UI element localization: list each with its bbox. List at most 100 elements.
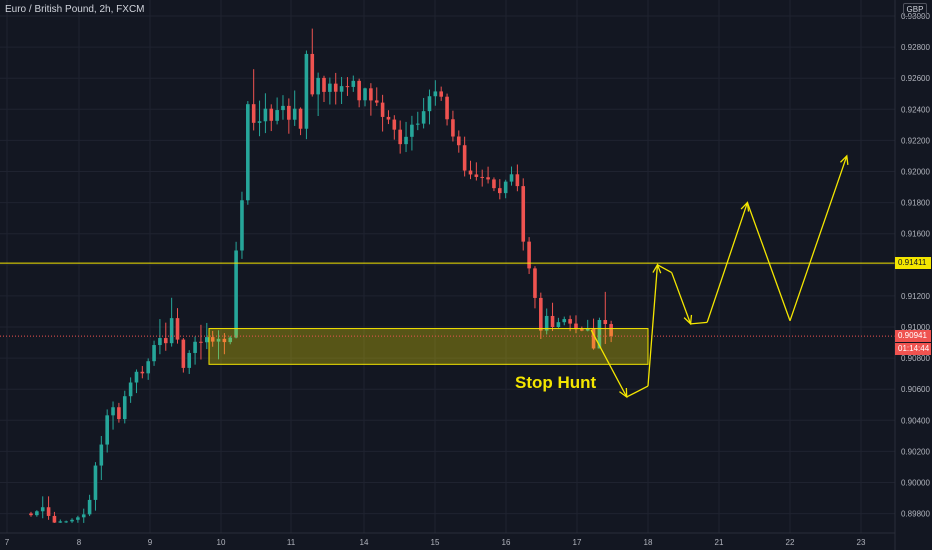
candle-body — [421, 111, 426, 124]
candle-body — [527, 241, 531, 269]
candle-body — [533, 268, 537, 298]
candle — [40, 496, 45, 519]
drawing-overlay — [0, 154, 895, 399]
candle — [240, 191, 244, 259]
price-tick-label: 0.89800 — [901, 510, 930, 519]
time-tick-label: 10 — [217, 538, 226, 547]
candle — [480, 169, 485, 187]
bar-countdown-tag: 01:14:44 — [895, 343, 931, 356]
time-tick-label: 11 — [287, 538, 296, 547]
candle-body — [580, 329, 584, 331]
candle-body — [433, 91, 438, 97]
candle-body — [345, 86, 350, 88]
time-tick-label: 16 — [502, 538, 511, 547]
time-tick-label: 18 — [644, 538, 653, 547]
candle — [52, 511, 57, 523]
candle — [544, 308, 549, 335]
candle-body — [64, 521, 68, 523]
candle-body — [369, 88, 373, 101]
candle-body — [550, 315, 555, 327]
candle — [152, 340, 156, 366]
candle-body — [585, 328, 590, 331]
candle-body — [298, 108, 303, 129]
candle-body — [544, 315, 549, 331]
candle-body — [58, 521, 63, 523]
candle — [187, 350, 192, 374]
candle — [234, 241, 238, 339]
candle-body — [374, 100, 379, 103]
price-tick-label: 0.92000 — [901, 168, 930, 177]
candle — [374, 87, 379, 107]
candle — [492, 177, 496, 192]
candle — [169, 297, 174, 347]
candle — [298, 107, 303, 136]
candle — [46, 496, 51, 520]
candle — [70, 518, 74, 523]
candle-body — [128, 382, 133, 397]
candle — [451, 110, 455, 142]
candle-body — [263, 108, 268, 122]
candle — [128, 377, 133, 403]
currency-badge[interactable]: GBP — [903, 3, 927, 17]
candle-body — [105, 415, 109, 445]
price-tick-label: 0.90000 — [901, 479, 930, 488]
candle-body — [445, 96, 449, 120]
candle-body — [275, 110, 279, 121]
candle — [246, 101, 250, 205]
candle — [117, 402, 121, 423]
candle-body — [597, 320, 602, 349]
candle-body — [181, 339, 186, 368]
candle-body — [304, 53, 309, 129]
candle-body — [474, 174, 479, 177]
candle-body — [222, 338, 227, 343]
candle — [275, 97, 279, 125]
price-tick-label: 0.91600 — [901, 230, 930, 239]
candle — [380, 94, 385, 132]
candle — [609, 320, 613, 343]
candle-body — [339, 86, 344, 92]
candle-body — [228, 337, 233, 343]
price-tick-label: 0.92800 — [901, 43, 930, 52]
candle-body — [568, 319, 572, 324]
candle — [550, 302, 555, 332]
candle — [345, 77, 350, 96]
time-axis[interactable]: 7 8 9 10 11 14 15 16 17 18 21 22 23 — [0, 532, 895, 547]
candle-body — [251, 104, 256, 123]
price-tick-label: 0.91800 — [901, 199, 930, 208]
candle — [503, 179, 508, 199]
candle — [35, 510, 39, 517]
candle — [287, 98, 291, 134]
candle — [281, 95, 285, 120]
candle-body — [539, 297, 543, 331]
price-tick-label: 0.90400 — [901, 416, 930, 425]
candle-body — [240, 200, 244, 251]
candle-body — [205, 337, 209, 343]
projection-segment — [746, 202, 791, 322]
candle — [456, 130, 461, 153]
time-tick-label: 8 — [77, 538, 82, 547]
candle — [468, 160, 473, 180]
candle-body — [404, 136, 408, 145]
projection-segment — [647, 264, 659, 387]
candle-body — [398, 129, 402, 145]
candle — [81, 508, 86, 523]
projection-segment — [671, 272, 692, 325]
price-tick-label: 0.92200 — [901, 136, 930, 145]
candle — [415, 111, 420, 131]
candle-body — [427, 96, 432, 112]
candle — [64, 520, 68, 523]
candle-body — [122, 396, 127, 420]
candle — [122, 390, 127, 424]
candle-body — [46, 507, 51, 516]
candle — [257, 100, 262, 137]
candle — [363, 87, 367, 107]
candle-body — [609, 324, 613, 337]
candle-body — [410, 124, 414, 137]
price-tick-label: 0.92600 — [901, 74, 930, 83]
candle-body — [556, 322, 561, 327]
candle — [445, 93, 449, 126]
symbol-title[interactable]: Euro / British Pound, 2h, FXCM — [5, 4, 145, 15]
candle-body — [357, 80, 361, 101]
demand-zone — [208, 328, 649, 365]
